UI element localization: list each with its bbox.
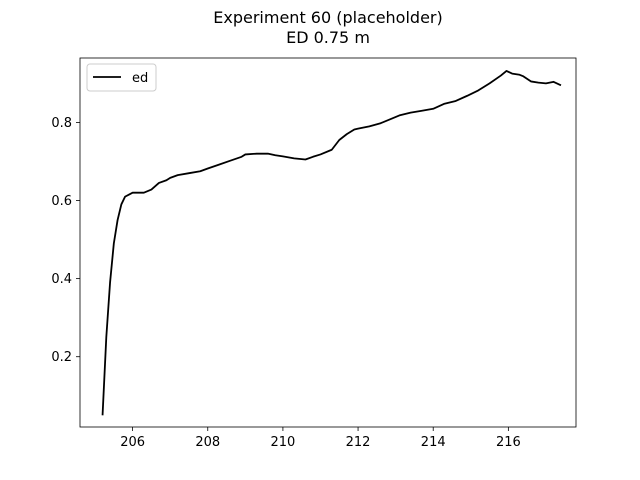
x-axis: 206 208 210 212 214 216 xyxy=(120,427,521,450)
chart-title: Experiment 60 (placeholder) xyxy=(213,8,443,27)
y-axis: 0.2 0.4 0.6 0.8 xyxy=(51,116,80,365)
legend-label-ed: ed xyxy=(132,71,148,86)
x-tick-label: 212 xyxy=(346,435,371,450)
plot-area xyxy=(80,58,576,427)
legend-box xyxy=(86,63,157,92)
x-tick-label: 214 xyxy=(421,435,446,450)
legend: ed xyxy=(86,63,157,92)
series-line-ed xyxy=(101,69,562,416)
x-tick-label: 208 xyxy=(195,435,220,450)
y-tick-label: 0.2 xyxy=(51,350,72,365)
y-tick-label: 0.8 xyxy=(51,116,72,131)
x-tick-label: 206 xyxy=(120,435,145,450)
y-tick-label: 0.4 xyxy=(51,272,72,287)
chart-subtitle: ED 0.75 m xyxy=(286,28,370,47)
y-tick-label: 0.6 xyxy=(51,194,72,209)
x-tick-label: 216 xyxy=(496,435,521,450)
x-tick-label: 210 xyxy=(270,435,295,450)
series-layer xyxy=(101,69,562,416)
plot-frame xyxy=(79,57,577,428)
